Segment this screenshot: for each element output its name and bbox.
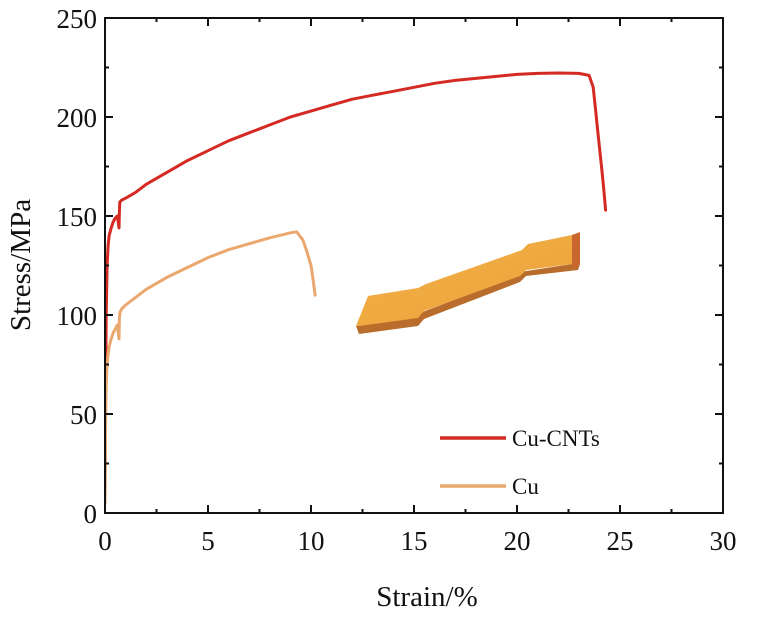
x-tick-label: 20 [504, 526, 531, 556]
legend-label-cu: Cu [512, 474, 539, 499]
specimen-image [356, 232, 580, 334]
specimen-side-face [572, 232, 580, 270]
plot-frame [104, 17, 724, 514]
y-tick-label: 200 [57, 103, 98, 133]
series-layer [105, 71, 608, 505]
y-tick-label: 0 [84, 499, 98, 529]
legend: Cu-CNTs Cu [440, 426, 600, 499]
specimen-top-face [356, 235, 572, 326]
x-tick-label: 5 [201, 526, 215, 556]
specimen-front-face [356, 264, 580, 334]
y-tick-label: 50 [70, 400, 97, 430]
x-tick-label: 10 [298, 526, 325, 556]
x-tick-label: 0 [98, 526, 112, 556]
y-axis-title: Stress/MPa [5, 199, 37, 331]
x-axis-title: Strain/% [376, 581, 478, 613]
x-tick-label: 25 [607, 526, 634, 556]
series-line-cu [105, 230, 317, 505]
y-tick-label: 250 [57, 4, 98, 34]
y-tick-label: 100 [57, 301, 98, 331]
x-tick-label: 15 [401, 526, 428, 556]
series-line-cu-cnts [105, 71, 608, 499]
legend-label-cu-cnts: Cu-CNTs [512, 426, 600, 451]
y-tick-label: 150 [57, 202, 98, 232]
axis-ticks: 0 5 10 15 20 25 30 0 50 100 150 200 250 [57, 4, 737, 556]
x-tick-label: 30 [710, 526, 737, 556]
